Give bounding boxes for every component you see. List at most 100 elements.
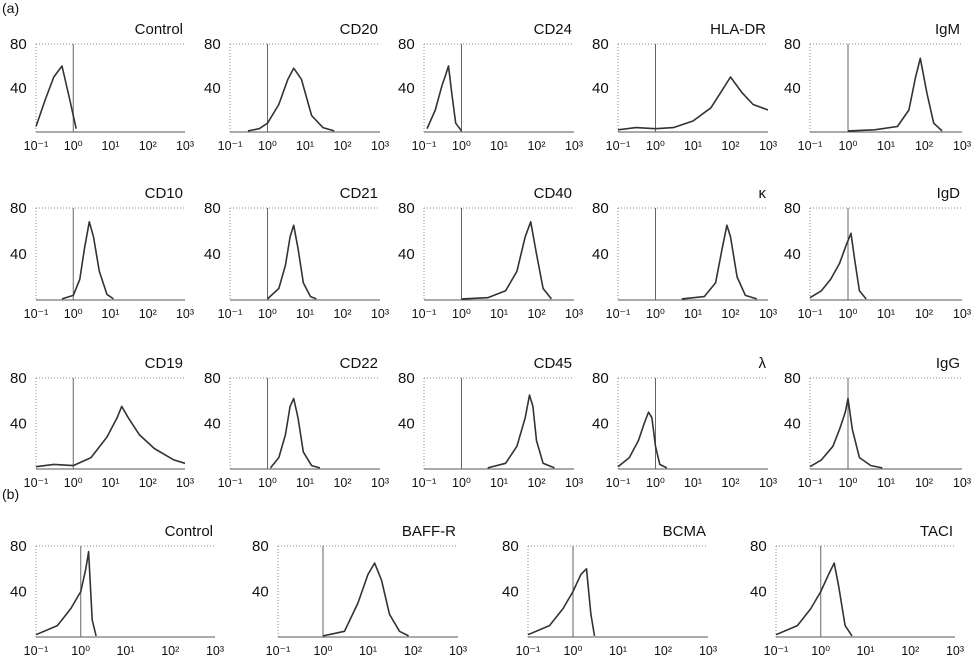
x-tick-label: 10⁻¹ (516, 644, 541, 658)
y-tick-label: 40 (502, 584, 519, 601)
x-tick-label: 10³ (565, 307, 583, 321)
histogram-panel-14: λ 40 80 10⁻¹ 10⁰ 10¹ 10² 10³ (592, 355, 777, 490)
y-tick-label: 40 (10, 584, 27, 601)
x-tick-label: 10¹ (101, 307, 119, 321)
y-tick-label: 80 (204, 370, 221, 387)
histogram-panel-8: CD40 40 80 10⁻¹ 10⁰ 10¹ 10² 10³ (398, 185, 583, 321)
histogram-panel-4: HLA-DR 40 80 10⁻¹ 10⁰ 10¹ 10² 10³ (592, 21, 777, 153)
panel-title: BAFF-R (402, 523, 456, 540)
y-tick-label: 40 (204, 416, 221, 433)
x-tick-label: 10⁰ (258, 476, 277, 490)
panel-title: BCMA (663, 523, 706, 540)
y-tick-label: 40 (398, 246, 415, 263)
x-tick-label: 10¹ (877, 476, 895, 490)
x-tick-label: 10⁰ (64, 139, 83, 153)
histogram-panel-11: CD19 40 80 10⁻¹ 10⁰ 10¹ 10² 10³ (10, 355, 194, 490)
panel-title: CD19 (145, 355, 183, 372)
y-tick-label: 40 (10, 80, 27, 97)
x-tick-label: 10³ (176, 307, 194, 321)
histogram-curve (266, 224, 317, 300)
histogram-curve (775, 562, 853, 637)
section-label-a: (a) (2, 0, 20, 16)
x-tick-label: 10¹ (684, 476, 702, 490)
x-tick-label: 10⁻¹ (218, 139, 243, 153)
y-tick-label: 40 (750, 584, 767, 601)
x-tick-label: 10¹ (877, 139, 895, 153)
x-tick-label: 10³ (946, 644, 964, 658)
x-tick-label: 10³ (371, 307, 389, 321)
histogram-curve (809, 232, 867, 300)
x-tick-label: 10⁻¹ (218, 307, 243, 321)
x-tick-label: 10³ (953, 139, 971, 153)
x-tick-label: 10² (901, 644, 919, 658)
x-tick-label: 10⁰ (452, 476, 471, 490)
panel-title: CD40 (534, 185, 572, 202)
x-tick-label: 10⁻¹ (798, 139, 823, 153)
y-tick-label: 40 (592, 416, 609, 433)
x-tick-label: 10⁻¹ (412, 307, 437, 321)
y-tick-label: 40 (204, 246, 221, 263)
histogram-curve (35, 65, 77, 129)
y-tick-label: 40 (784, 246, 801, 263)
x-tick-label: 10² (915, 307, 933, 321)
x-tick-label: 10³ (953, 476, 971, 490)
histogram-panel-6: CD10 40 80 10⁻¹ 10⁰ 10¹ 10² 10³ (10, 185, 194, 321)
y-tick-label: 80 (502, 538, 519, 555)
x-tick-label: 10¹ (490, 139, 508, 153)
x-tick-label: 10³ (699, 644, 717, 658)
histogram-curve (461, 221, 553, 300)
y-tick-label: 80 (592, 36, 609, 53)
histogram-panel-18: BCMA 40 80 10⁻¹ 10⁰ 10¹ 10² 10³ (502, 523, 717, 658)
histogram-curve (617, 411, 668, 469)
histogram-panel-19: TACI 40 80 10⁻¹ 10⁰ 10¹ 10² 10³ (750, 523, 964, 658)
x-tick-label: 10⁰ (71, 644, 90, 658)
histogram-curve (527, 567, 596, 637)
panel-title: CD45 (534, 355, 572, 372)
x-tick-label: 10² (721, 307, 739, 321)
histogram-panel-7: CD21 40 80 10⁻¹ 10⁰ 10¹ 10² 10³ (204, 185, 389, 321)
histogram-curve (426, 65, 463, 132)
histogram-panel-15: IgG 40 80 10⁻¹ 10⁰ 10¹ 10² 10³ (784, 355, 971, 490)
x-tick-label: 10⁰ (646, 139, 665, 153)
panel-title: HLA-DR (710, 21, 766, 38)
y-tick-label: 80 (784, 370, 801, 387)
x-tick-label: 10³ (371, 139, 389, 153)
x-tick-label: 10² (139, 476, 157, 490)
y-tick-label: 80 (398, 36, 415, 53)
panel-title: IgD (937, 185, 961, 202)
x-tick-label: 10⁰ (811, 644, 830, 658)
x-tick-label: 10⁰ (564, 644, 583, 658)
x-tick-label: 10¹ (684, 307, 702, 321)
y-tick-label: 40 (10, 416, 27, 433)
panel-title: CD20 (340, 21, 378, 38)
histogram-panel-1: Control 40 80 10⁻¹ 10⁰ 10¹ 10² 10³ (10, 21, 194, 153)
histogram-curve (487, 394, 555, 469)
x-tick-label: 10⁰ (64, 476, 83, 490)
x-tick-label: 10³ (565, 476, 583, 490)
y-tick-label: 40 (252, 584, 269, 601)
x-tick-label: 10¹ (684, 139, 702, 153)
x-tick-label: 10⁻¹ (24, 307, 49, 321)
x-tick-label: 10⁻¹ (798, 476, 823, 490)
x-tick-label: 10² (161, 644, 179, 658)
y-tick-label: 80 (10, 200, 27, 217)
x-tick-label: 10⁻¹ (218, 476, 243, 490)
y-tick-label: 40 (592, 80, 609, 97)
y-tick-label: 80 (750, 538, 767, 555)
x-tick-label: 10² (139, 139, 157, 153)
x-tick-label: 10¹ (296, 476, 314, 490)
panel-title: κ (759, 185, 767, 202)
x-tick-label: 10⁻¹ (266, 644, 291, 658)
x-tick-label: 10² (721, 139, 739, 153)
histogram-curve (322, 562, 409, 637)
y-tick-label: 80 (204, 200, 221, 217)
x-tick-label: 10¹ (296, 139, 314, 153)
x-tick-label: 10⁰ (452, 307, 471, 321)
x-tick-label: 10² (333, 139, 351, 153)
x-tick-label: 10¹ (877, 307, 895, 321)
x-tick-label: 10² (139, 307, 157, 321)
x-tick-label: 10³ (953, 307, 971, 321)
x-tick-label: 10² (654, 644, 672, 658)
histogram-panel-2: CD20 40 80 10⁻¹ 10⁰ 10¹ 10² 10³ (204, 21, 389, 153)
